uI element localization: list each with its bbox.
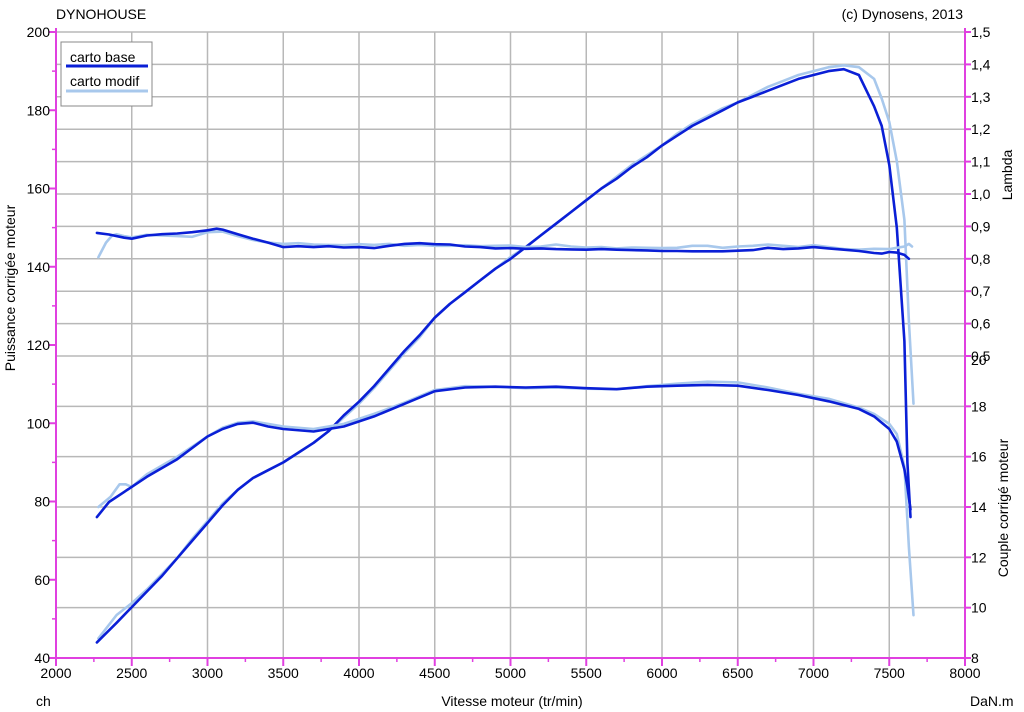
y-right-top-tick-label: 0,6	[971, 316, 991, 332]
series-line-modif-power	[97, 64, 915, 640]
grid-lines	[55, 31, 966, 659]
y-right-top-axis-label: Lambda	[999, 149, 1015, 200]
series-line-base-power	[95, 67, 912, 644]
y-left-tick-label: 80	[34, 494, 50, 510]
y-right-top-tick-label: 0,9	[971, 218, 991, 234]
x-tick-label: 5500	[571, 665, 602, 681]
y-left-tick-label: 140	[27, 259, 51, 275]
y-left-tick-label: 200	[27, 24, 51, 40]
x-tick-label: 3000	[192, 665, 223, 681]
x-unit-right: DaN.m	[970, 693, 1014, 709]
series-lines	[95, 64, 915, 644]
x-tick-label: 7500	[874, 665, 905, 681]
x-tick-label: 5000	[495, 665, 526, 681]
series-line-modif-torque	[97, 380, 915, 617]
y-left-tick-label: 40	[34, 650, 50, 666]
y-right-top-tick-label: 0,7	[971, 283, 991, 299]
legend-label-base: carto base	[70, 49, 136, 65]
y-right-top-tick-label: 1,0	[971, 186, 991, 202]
y-right-bottom-tick-label: 20	[971, 352, 987, 368]
x-tick-label: 7000	[798, 665, 829, 681]
x-tick-label: 6000	[646, 665, 677, 681]
y-right-bottom-tick-label: 10	[971, 600, 987, 616]
x-tick-label: 2500	[116, 665, 147, 681]
y-right-top-tick-label: 0,8	[971, 251, 991, 267]
y-right-top-tick-label: 1,2	[971, 121, 991, 137]
y-right-top-tick-label: 0,5	[971, 348, 991, 364]
series-line-base-torque	[95, 383, 912, 519]
x-tick-label: 6500	[722, 665, 753, 681]
x-axis-label: Vitesse moteur (tr/min)	[441, 693, 582, 709]
y-right-top-tick-label: 1,5	[971, 24, 991, 40]
tick-labels: 2000 2500 3000 3500 4000 4500 5000 5500 6000 6500…	[27, 24, 991, 681]
y-right-bottom-tick-label: 12	[971, 549, 987, 565]
y-left-axis-label: Puissance corrigée moteur	[2, 204, 18, 371]
y-right-bottom-axis-label: Couple corrigé moteur	[995, 438, 1011, 577]
y-right-bottom-tick-label: 8	[971, 650, 979, 666]
x-tick-label: 3500	[268, 665, 299, 681]
y-left-tick-label: 100	[27, 415, 51, 431]
axes	[49, 28, 971, 666]
series-line-modif-lambda	[97, 230, 914, 259]
header-copyright: (c) Dynosens, 2013	[842, 6, 964, 22]
series-line-base-lambda	[95, 227, 911, 261]
legend-box	[60, 41, 153, 107]
x-tick-label: 8000	[949, 665, 980, 681]
y-right-bottom-tick-label: 18	[971, 398, 987, 414]
y-right-top-tick-label: 1,1	[971, 154, 991, 170]
x-unit-left: ch	[36, 693, 51, 709]
y-left-tick-label: 160	[27, 181, 51, 197]
y-left-tick-label: 60	[34, 572, 50, 588]
x-tick-label: 4500	[419, 665, 450, 681]
x-tick-label: 4000	[343, 665, 374, 681]
x-tick-label: 2000	[40, 665, 71, 681]
legend-label-modif: carto modif	[70, 73, 139, 89]
y-right-top-tick-label: 1,4	[971, 56, 991, 72]
y-left-tick-label: 120	[27, 337, 51, 353]
y-right-bottom-tick-label: 14	[971, 499, 987, 515]
header-title: DYNOHOUSE	[56, 6, 146, 22]
y-right-top-tick-label: 1,3	[971, 89, 991, 105]
y-left-tick-label: 180	[27, 102, 51, 118]
legend: carto base carto modif	[60, 41, 153, 107]
y-right-bottom-tick-label: 16	[971, 449, 987, 465]
